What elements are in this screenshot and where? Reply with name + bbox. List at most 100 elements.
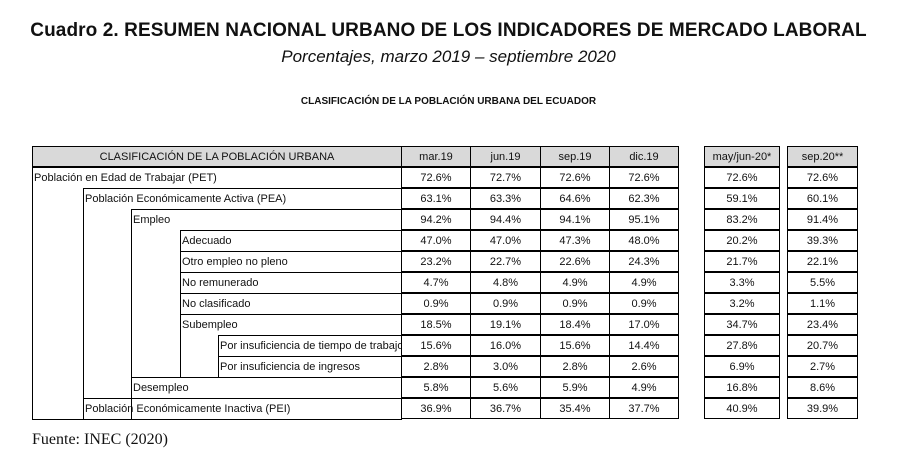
table-cell: 2.8% bbox=[401, 356, 471, 377]
table-cell: 20.2% bbox=[704, 230, 780, 251]
table-cell: 14.4% bbox=[609, 335, 679, 356]
table-cell: 36.9% bbox=[401, 398, 471, 419]
table-cell: 47.3% bbox=[540, 230, 610, 251]
table-cell: 4.9% bbox=[609, 272, 679, 293]
table-cell: 4.9% bbox=[609, 377, 679, 398]
column-header: sep.20** bbox=[787, 146, 858, 167]
table-cell: 72.6% bbox=[609, 167, 679, 188]
table-cell: 18.4% bbox=[540, 314, 610, 335]
table-header-label: CLASIFICACIÓN DE LA POBLACIÓN URBANA bbox=[32, 146, 402, 167]
table-cell: 5.9% bbox=[540, 377, 610, 398]
table-rule bbox=[83, 188, 84, 420]
row-label: Población en Edad de Trabajar (PET) bbox=[32, 167, 401, 188]
table-cell: 24.3% bbox=[609, 251, 679, 272]
table-cell: 3.2% bbox=[704, 293, 780, 314]
table-cell: 16.0% bbox=[470, 335, 541, 356]
table-cell: 72.6% bbox=[540, 167, 610, 188]
table-cell: 37.7% bbox=[609, 398, 679, 419]
column-header: dic.19 bbox=[609, 146, 679, 167]
table-cell: 47.0% bbox=[470, 230, 541, 251]
table-cell: 4.9% bbox=[540, 272, 610, 293]
table-cell: 23.4% bbox=[787, 314, 858, 335]
column-header: jun.19 bbox=[470, 146, 541, 167]
table-cell: 72.6% bbox=[787, 167, 858, 188]
table-cell: 0.9% bbox=[470, 293, 541, 314]
table-cell: 40.9% bbox=[704, 398, 780, 419]
table-cell: 5.5% bbox=[787, 272, 858, 293]
row-label: Por insuficiencia de ingresos bbox=[218, 356, 401, 377]
page-title: Cuadro 2. RESUMEN NACIONAL URBANO DE LOS… bbox=[30, 20, 867, 41]
table-cell: 22.6% bbox=[540, 251, 610, 272]
source-note: Fuente: INEC (2020) bbox=[32, 431, 168, 448]
row-label: Por insuficiencia de tiempo de trabajo bbox=[218, 335, 401, 356]
row-label: No clasificado bbox=[180, 293, 401, 314]
table-cell: 27.8% bbox=[704, 335, 780, 356]
table-cell: 35.4% bbox=[540, 398, 610, 419]
row-label: Desempleo bbox=[131, 377, 401, 398]
column-header: may/jun-20* bbox=[704, 146, 780, 167]
table-cell: 36.7% bbox=[470, 398, 541, 419]
table-rule bbox=[218, 335, 219, 378]
table-cell: 83.2% bbox=[704, 209, 780, 230]
row-label: Población Económicamente Activa (PEA) bbox=[83, 188, 401, 209]
table-cell: 5.8% bbox=[401, 377, 471, 398]
section-heading: CLASIFICACIÓN DE LA POBLACIÓN URBANA DEL… bbox=[300, 96, 597, 107]
table-cell: 94.4% bbox=[470, 209, 541, 230]
row-label: No remunerado bbox=[180, 272, 401, 293]
table-cell: 0.9% bbox=[401, 293, 471, 314]
table-cell: 3.0% bbox=[470, 356, 541, 377]
page-subtitle: Porcentajes, marzo 2019 – septiembre 202… bbox=[281, 47, 616, 66]
table-cell: 21.7% bbox=[704, 251, 780, 272]
table-cell: 8.6% bbox=[787, 377, 858, 398]
table-cell: 4.7% bbox=[401, 272, 471, 293]
table-cell: 0.9% bbox=[540, 293, 610, 314]
table-cell: 72.6% bbox=[401, 167, 471, 188]
table-cell: 95.1% bbox=[609, 209, 679, 230]
table-cell: 39.9% bbox=[787, 398, 858, 419]
table-cell: 1.1% bbox=[787, 293, 858, 314]
row-label: Adecuado bbox=[180, 230, 401, 251]
table-cell: 0.9% bbox=[609, 293, 679, 314]
table-cell: 20.7% bbox=[787, 335, 858, 356]
table-cell: 39.3% bbox=[787, 230, 858, 251]
table-cell: 64.6% bbox=[540, 188, 610, 209]
table-cell: 59.1% bbox=[704, 188, 780, 209]
table-cell: 15.6% bbox=[401, 335, 471, 356]
row-label: Población Económicamente Inactiva (PEI) bbox=[83, 398, 401, 419]
table-cell: 63.3% bbox=[470, 188, 541, 209]
table-cell: 16.8% bbox=[704, 377, 780, 398]
column-header: mar.19 bbox=[401, 146, 471, 167]
row-label: Otro empleo no pleno bbox=[180, 251, 401, 272]
table-cell: 22.7% bbox=[470, 251, 541, 272]
table-cell: 2.7% bbox=[787, 356, 858, 377]
table-rule bbox=[32, 146, 33, 420]
table-cell: 2.6% bbox=[609, 356, 679, 377]
table-cell: 22.1% bbox=[787, 251, 858, 272]
row-label: Subempleo bbox=[180, 314, 401, 335]
table-cell: 15.6% bbox=[540, 335, 610, 356]
table-cell: 17.0% bbox=[609, 314, 679, 335]
table-cell: 62.3% bbox=[609, 188, 679, 209]
table-cell: 2.8% bbox=[540, 356, 610, 377]
table-rule bbox=[32, 419, 402, 420]
table-cell: 63.1% bbox=[401, 188, 471, 209]
column-header: sep.19 bbox=[540, 146, 610, 167]
table-cell: 94.1% bbox=[540, 209, 610, 230]
table-cell: 5.6% bbox=[470, 377, 541, 398]
table-cell: 60.1% bbox=[787, 188, 858, 209]
table-cell: 91.4% bbox=[787, 209, 858, 230]
table-cell: 19.1% bbox=[470, 314, 541, 335]
table-cell: 94.2% bbox=[401, 209, 471, 230]
table-cell: 48.0% bbox=[609, 230, 679, 251]
table-cell: 6.9% bbox=[704, 356, 780, 377]
table-rule bbox=[401, 146, 402, 420]
table-cell: 18.5% bbox=[401, 314, 471, 335]
table-cell: 23.2% bbox=[401, 251, 471, 272]
table-cell: 47.0% bbox=[401, 230, 471, 251]
table-cell: 72.7% bbox=[470, 167, 541, 188]
table-cell: 72.6% bbox=[704, 167, 780, 188]
table-cell: 4.8% bbox=[470, 272, 541, 293]
table-rule bbox=[131, 209, 132, 420]
row-label: Empleo bbox=[131, 209, 401, 230]
